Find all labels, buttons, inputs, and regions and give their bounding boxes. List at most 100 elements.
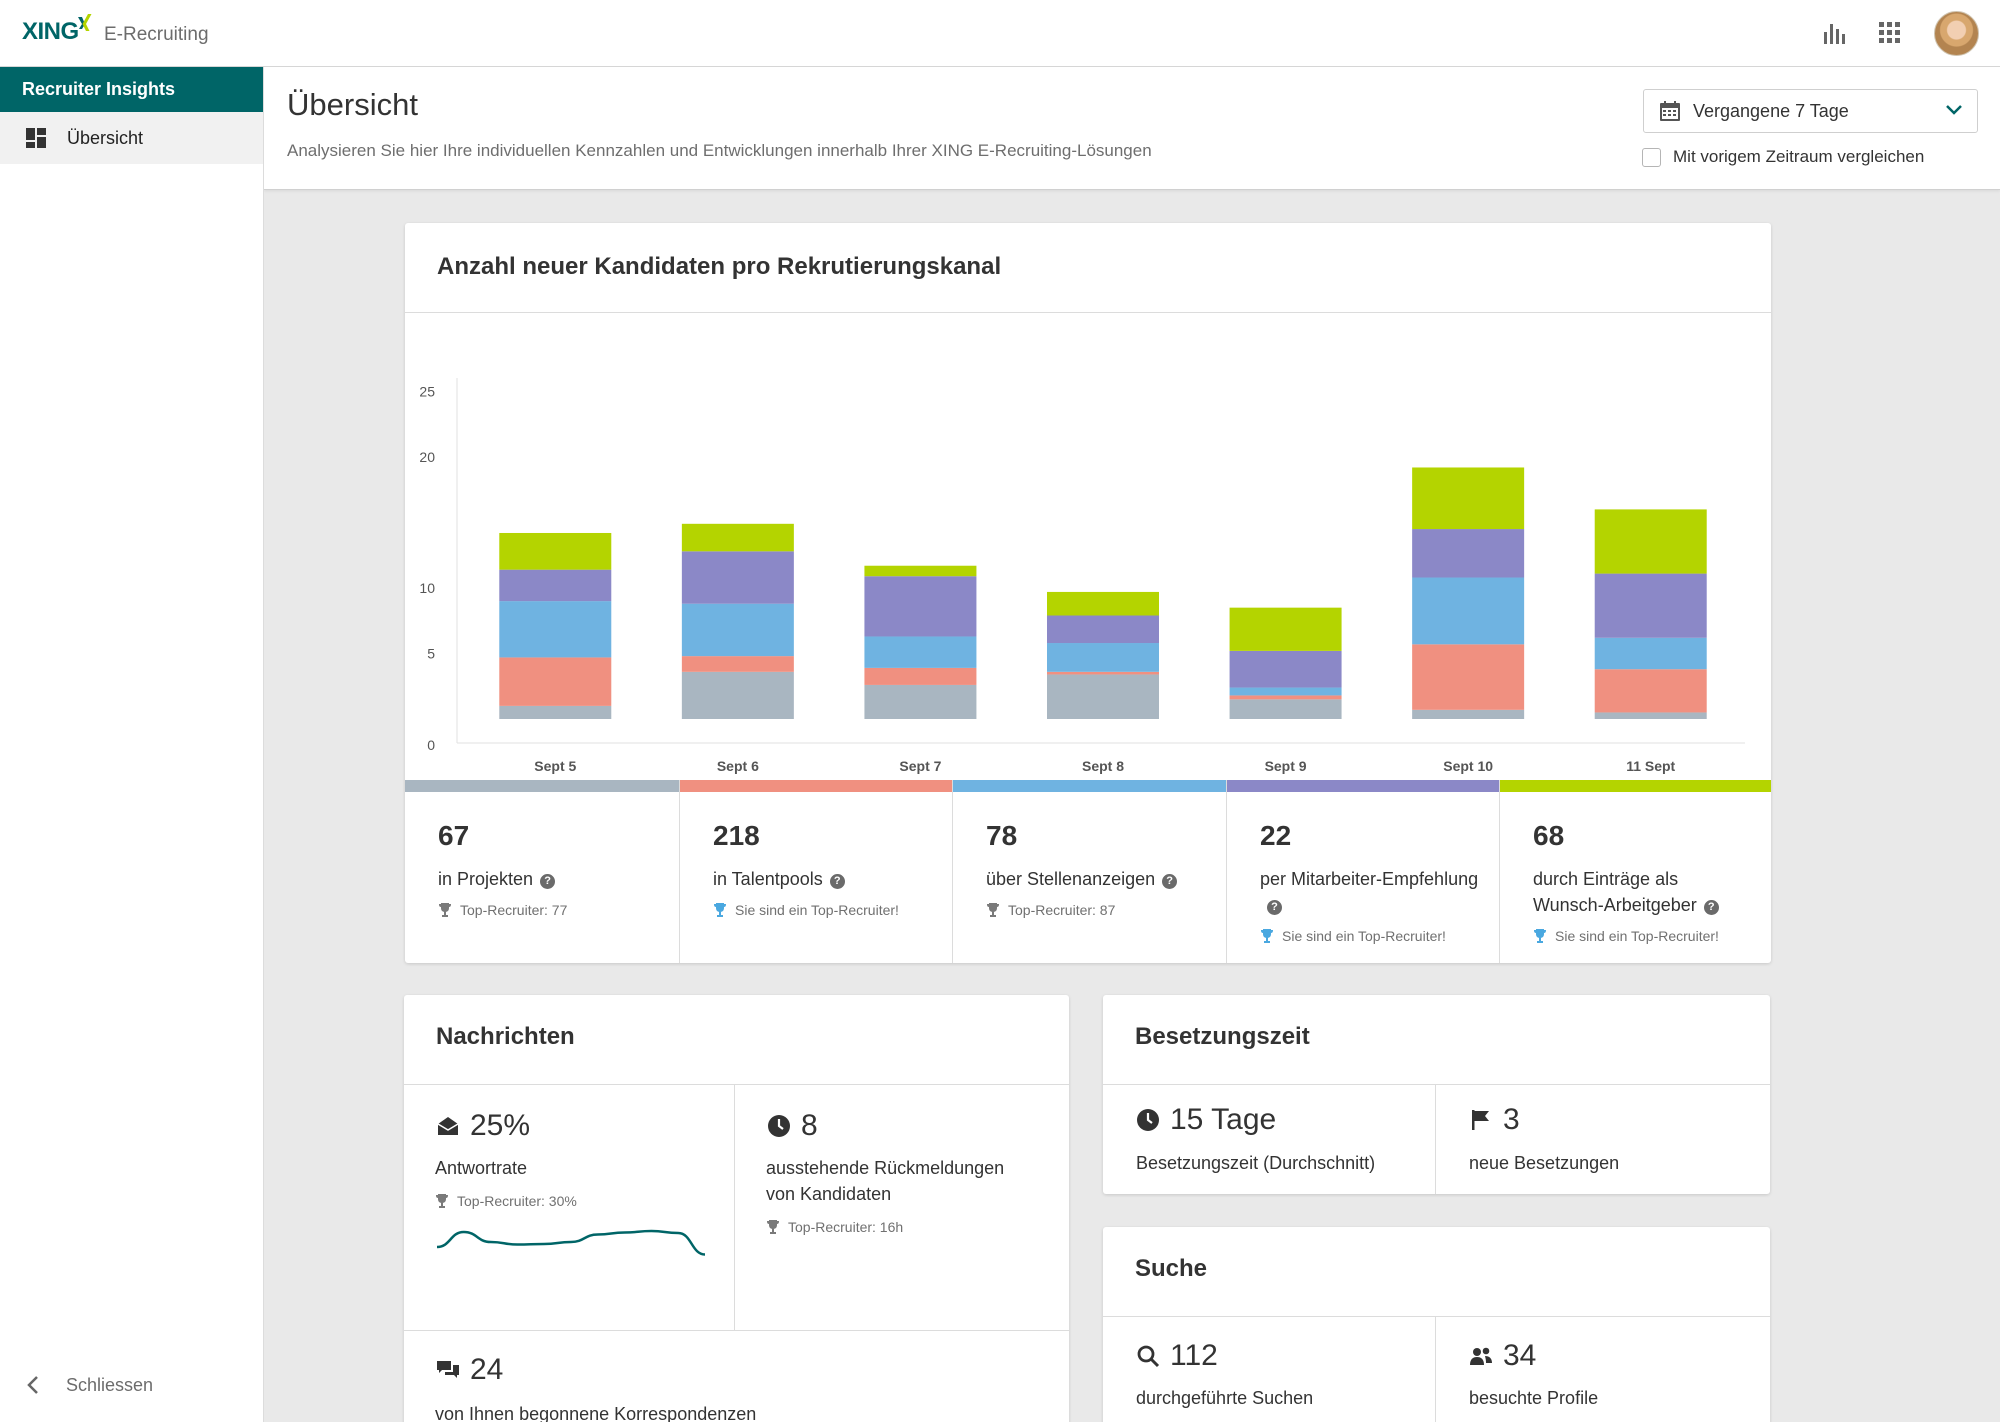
- user-avatar[interactable]: [1934, 11, 1979, 56]
- channel-stat-label: in Talentpools?: [713, 866, 933, 892]
- bar-segment-projekte[interactable]: [1412, 709, 1525, 719]
- bar-segment-stellenanzeigen[interactable]: [1229, 687, 1342, 696]
- bar-segment-wunsch[interactable]: [499, 532, 612, 570]
- bar-segment-stellenanzeigen[interactable]: [1412, 577, 1525, 645]
- close-sidebar-button[interactable]: Schliessen: [26, 1374, 153, 1396]
- bar-segment-mitarbeiter[interactable]: [681, 551, 794, 604]
- bar-segment-mitarbeiter[interactable]: [1229, 650, 1342, 688]
- trophy-icon: [436, 1194, 448, 1208]
- antwortrate-number: 25%: [470, 1109, 531, 1142]
- envelope-open-icon: [437, 1117, 459, 1135]
- bar-segment-projekte[interactable]: [1047, 674, 1159, 719]
- flag-icon: [1472, 1110, 1489, 1130]
- trophy-icon: [987, 903, 999, 917]
- channel-color-bar: [680, 780, 953, 792]
- bar-segment-mitarbeiter[interactable]: [1412, 529, 1525, 578]
- channel-stat-label: per Mitarbeiter-Empfehlung?: [1260, 866, 1480, 918]
- channel-stat-top: Sie sind ein Top-Recruiter!: [1260, 928, 1446, 944]
- channel-stat-value: 68: [1533, 820, 1565, 851]
- channel-stat-wunsch: 68 durch Einträge als Wunsch-Arbeitgeber?…: [1499, 780, 1771, 963]
- bar-segment-projekte[interactable]: [864, 684, 977, 719]
- channel-stat-top: Sie sind ein Top-Recruiter!: [1533, 928, 1719, 944]
- bar-segment-wunsch[interactable]: [864, 565, 977, 577]
- suchen-number: 112: [1170, 1339, 1218, 1372]
- besetzungszeit-label: Besetzungszeit (Durchschnitt): [1136, 1153, 1376, 1173]
- close-label: Schliessen: [66, 1374, 154, 1395]
- chat-bubbles-icon: [437, 1361, 459, 1378]
- ausstehend-label: ausstehende Rückmeldungen von Kandidaten: [766, 1158, 1005, 1204]
- bar-segment-stellenanzeigen[interactable]: [499, 601, 612, 658]
- bar-segment-projekte[interactable]: [499, 705, 612, 719]
- compare-checkbox[interactable]: [1642, 147, 1661, 167]
- besetzungszeit-title: Besetzungszeit: [1135, 1023, 1310, 1050]
- clock-icon: [768, 1115, 790, 1137]
- profile-value: 34: [1469, 1339, 1536, 1373]
- x-tick-label: Sept 6: [717, 758, 759, 774]
- page-subtitle: Analysieren Sie hier Ihre individuellen …: [287, 141, 1152, 160]
- chevron-down-icon: [1946, 105, 1962, 115]
- bar-segment-mitarbeiter[interactable]: [864, 576, 977, 637]
- bar-segment-talentpools[interactable]: [681, 656, 794, 672]
- help-icon[interactable]: ?: [540, 874, 556, 889]
- bar-segment-projekte[interactable]: [1229, 699, 1342, 719]
- help-icon[interactable]: ?: [1703, 900, 1719, 915]
- bar-segment-talentpools[interactable]: [1047, 671, 1159, 675]
- y-tick-label: 25: [419, 384, 435, 400]
- profile-number: 34: [1503, 1339, 1537, 1372]
- bar-segment-wunsch[interactable]: [1594, 509, 1707, 574]
- bar-segment-wunsch[interactable]: [1412, 467, 1525, 530]
- divider: [1435, 1085, 1436, 1194]
- bar-segment-wunsch[interactable]: [681, 523, 794, 552]
- bar-segment-projekte[interactable]: [681, 671, 794, 719]
- channel-stat-top-text: Sie sind ein Top-Recruiter!: [735, 902, 899, 918]
- channel-stat-projekte: 67 in Projekten? Top-Recruiter: 77: [405, 780, 679, 963]
- bar-segment-talentpools[interactable]: [1594, 669, 1707, 713]
- bar-segment-talentpools[interactable]: [1229, 695, 1342, 700]
- besetzungszeit-number: 15 Tage: [1170, 1103, 1277, 1136]
- korrespondenzen-value: 24: [436, 1353, 503, 1387]
- bar-segment-mitarbeiter[interactable]: [1047, 615, 1159, 644]
- compare-label: Mit vorigem Zeitraum vergleichen: [1673, 147, 1925, 166]
- bar-segment-mitarbeiter[interactable]: [1594, 573, 1707, 638]
- bar-segment-stellenanzeigen[interactable]: [1047, 643, 1159, 672]
- sidebar: Recruiter Insights Übersicht Schliessen: [0, 67, 264, 1422]
- help-icon[interactable]: ?: [829, 874, 845, 889]
- compare-toggle[interactable]: Mit vorigem Zeitraum vergleichen: [1642, 147, 1924, 167]
- bar-segment-talentpools[interactable]: [864, 667, 977, 685]
- y-tick-label: 20: [419, 449, 435, 465]
- x-tick-label: Sept 8: [1082, 758, 1124, 774]
- bar-segment-projekte[interactable]: [1594, 712, 1707, 719]
- divider: [404, 1084, 1069, 1085]
- bar-segment-stellenanzeigen[interactable]: [864, 636, 977, 668]
- xing-logo[interactable]: XING: [22, 18, 79, 45]
- bar-segment-talentpools[interactable]: [499, 657, 612, 706]
- channel-stat-value: 22: [1260, 820, 1292, 851]
- divider: [1435, 1317, 1436, 1422]
- bar-segment-wunsch[interactable]: [1047, 591, 1159, 616]
- stacked-bar-chart: 0 5 10 20 25 Sept 5 Sept 6 Sept 7 Sept 8 Sept 9 Se…: [419, 378, 1745, 774]
- channel-stat-label: durch Einträge als Wunsch-Arbeitgeber?: [1533, 866, 1753, 918]
- bar-segment-stellenanzeigen[interactable]: [681, 603, 794, 657]
- sidebar-item-uebersicht[interactable]: Übersicht: [0, 112, 263, 164]
- y-tick-label: 0: [427, 737, 435, 753]
- bar-segment-mitarbeiter[interactable]: [499, 569, 612, 602]
- neue-besetzungen-label: neue Besetzungen: [1469, 1153, 1620, 1173]
- help-icon[interactable]: ?: [1267, 900, 1282, 915]
- chevron-left-icon: [27, 1376, 38, 1394]
- bar-segment-stellenanzeigen[interactable]: [1594, 637, 1707, 670]
- divider: [1103, 1316, 1770, 1317]
- x-tick-label: Sept 7: [899, 758, 941, 774]
- channel-stat-top: Top-Recruiter: 87: [986, 902, 1115, 918]
- channel-stat-label-text: über Stellenanzeigen: [986, 869, 1156, 889]
- apps-grid-icon[interactable]: [1877, 20, 1903, 46]
- period-select[interactable]: Vergangene 7 Tage: [1643, 89, 1978, 133]
- besetzungszeit-card: Besetzungszeit 15 Tage Besetzungszeit (D…: [1103, 995, 1770, 1194]
- trophy-icon: [714, 903, 726, 917]
- bar-segment-wunsch[interactable]: [1229, 607, 1342, 651]
- bar-segment-talentpools[interactable]: [1412, 644, 1525, 710]
- antwortrate-top-text: Top-Recruiter: 30%: [457, 1193, 577, 1209]
- bar-chart-icon[interactable]: [1821, 20, 1847, 46]
- page-title: Übersicht: [287, 87, 418, 122]
- help-icon[interactable]: ?: [1162, 874, 1178, 889]
- antwortrate-label: Antwortrate: [435, 1158, 528, 1178]
